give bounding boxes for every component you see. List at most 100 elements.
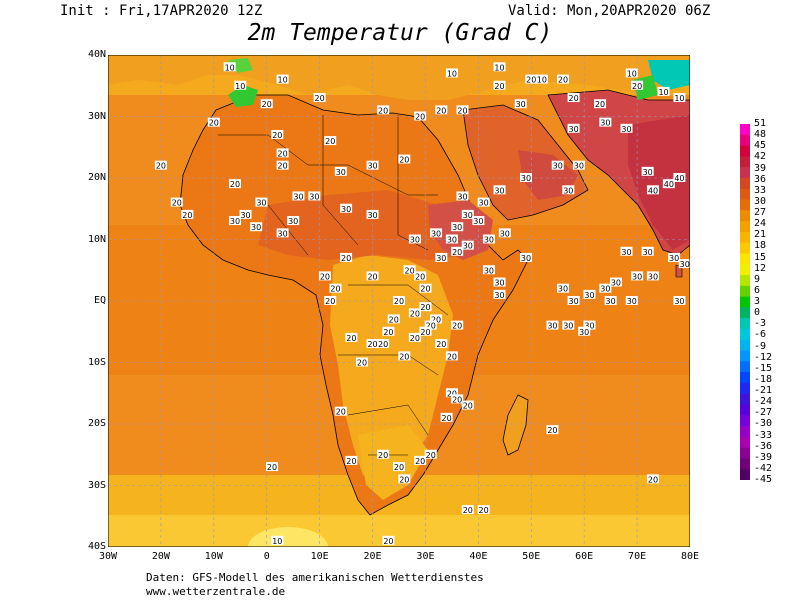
temperature-label: 20 (181, 209, 194, 220)
temperature-label: 20 (377, 339, 390, 349)
temperature-label: 20 (266, 462, 279, 472)
svg-text:20: 20 (648, 475, 658, 484)
colorbar-label: -39 (754, 451, 773, 463)
map-title: 2m Temperatur (Grad C) (247, 20, 553, 46)
colorbar-label: -6 (754, 329, 767, 341)
svg-text:30: 30 (494, 291, 504, 300)
temperature-label: 20 (477, 505, 490, 515)
colorbar-segment (740, 296, 750, 308)
temperature-label: 10 (445, 68, 458, 78)
temperature-label: 20 (366, 339, 379, 349)
temperature-label: 20 (355, 357, 368, 368)
temperature-label: 20 (414, 111, 427, 122)
longitude-label: 40E (469, 551, 488, 562)
svg-text:30: 30 (240, 211, 250, 220)
colorbar-label: -36 (754, 440, 773, 452)
latitude-label: EQ (93, 295, 106, 306)
temperature-label: 30 (519, 252, 532, 263)
temperature-label: 20 (366, 271, 379, 281)
temperature-label: 40 (646, 185, 659, 195)
latitude-label: 20N (87, 172, 106, 183)
colorbar-segment (740, 350, 750, 362)
temperature-label: 20 (318, 271, 331, 281)
svg-text:20: 20 (230, 180, 240, 189)
svg-text:20: 20 (378, 340, 388, 349)
temperature-label: 30 (493, 185, 506, 195)
temperature-label: 20 (419, 283, 432, 294)
longitude-label: 50E (522, 551, 541, 562)
latitude-label: 10S (87, 356, 106, 368)
svg-text:30: 30 (643, 248, 653, 257)
svg-text:30: 30 (288, 217, 298, 226)
colorbar-label: 6 (754, 284, 761, 296)
colorbar-label: 3 (754, 296, 761, 307)
svg-text:20: 20 (341, 254, 351, 263)
svg-text:20: 20 (383, 328, 393, 337)
longitude-label: 10E (310, 551, 329, 562)
temperature-label: 20 (408, 308, 421, 318)
svg-text:20: 20 (415, 457, 425, 466)
temperature-label: 30 (445, 234, 458, 245)
svg-text:20: 20 (389, 315, 399, 324)
svg-text:30: 30 (256, 199, 266, 208)
temperature-label: 20 (451, 394, 464, 404)
svg-text:20: 20 (436, 106, 446, 115)
svg-text:30: 30 (516, 100, 526, 109)
colorbar-label: -21 (754, 385, 773, 396)
temperature-label: 30 (567, 296, 580, 306)
svg-text:20: 20 (404, 266, 414, 275)
temperature-label: 20 (461, 505, 474, 515)
temperature-label: 20 (525, 74, 538, 85)
latitude-label: 30S (87, 479, 106, 491)
svg-text:30: 30 (436, 254, 446, 263)
temperature-label: 30 (493, 289, 506, 300)
temperature-label: 20 (170, 197, 183, 208)
svg-text:30: 30 (410, 236, 420, 245)
svg-text:20: 20 (420, 303, 430, 312)
svg-text:40: 40 (648, 186, 658, 195)
svg-text:20: 20 (447, 352, 457, 361)
svg-text:40: 40 (664, 180, 674, 189)
colorbar-label: -12 (754, 351, 773, 363)
africa-mild-interior (330, 255, 453, 485)
temperature-label: 20 (324, 136, 337, 146)
temperature-label: 20 (557, 74, 570, 85)
temperature-label: 20 (345, 332, 358, 343)
colorbar-segment (740, 199, 750, 211)
svg-text:20: 20 (325, 297, 335, 306)
longitude-label: 20W (151, 551, 170, 562)
svg-text:30: 30 (341, 205, 351, 214)
svg-text:10: 10 (494, 63, 504, 72)
temperature-label: 10 (625, 68, 638, 78)
temperature-label: 20 (334, 406, 347, 417)
temperature-label: 30 (562, 185, 575, 195)
colorbar-segment (740, 156, 750, 168)
temperature-label: 20 (276, 148, 289, 158)
himalaya-cold-patch (648, 60, 690, 90)
colorbar-label: 42 (754, 151, 767, 163)
valid-time: Valid: Mon,20APR2020 06Z (508, 3, 711, 19)
temperature-label: 30 (366, 160, 379, 171)
colorbar-label: 18 (754, 240, 767, 252)
temperature-label: 20 (382, 535, 395, 546)
colorbar-segment (740, 328, 750, 341)
colorbar-segment (740, 318, 750, 330)
temperature-label: 10 (493, 62, 506, 72)
colorbar-label: 36 (754, 173, 767, 185)
temperature-label: 30 (514, 99, 527, 109)
temperature-label: 30 (498, 228, 511, 238)
svg-text:30: 30 (569, 297, 579, 306)
colorbar-label: -24 (754, 396, 773, 408)
temperature-label: 30 (519, 173, 532, 183)
svg-text:20: 20 (330, 285, 340, 294)
colorbar-label: 24 (754, 218, 767, 230)
latitude-label: 10N (87, 233, 106, 245)
temperature-label: 30 (625, 296, 638, 306)
colorbar-label: 12 (754, 262, 767, 274)
colorbar-segment (740, 275, 750, 287)
svg-text:30: 30 (579, 328, 589, 337)
temperature-label: 20 (424, 449, 437, 460)
svg-text:30: 30 (494, 279, 504, 288)
temperature-label: 30 (228, 216, 241, 226)
longitude-label: 60E (575, 551, 594, 562)
